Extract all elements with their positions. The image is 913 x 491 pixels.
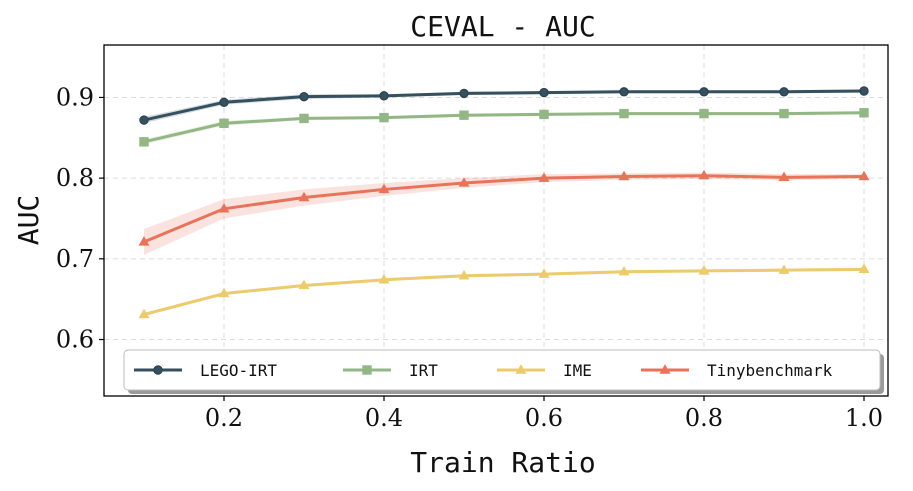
ime-point bbox=[298, 279, 310, 290]
ime-point bbox=[458, 269, 470, 280]
irt-point bbox=[219, 118, 229, 128]
x-tick-label: 0.4 bbox=[365, 404, 403, 432]
legend: LEGO-IRT IRT IME Tinybenchmark bbox=[123, 349, 884, 394]
ime-point bbox=[218, 287, 230, 298]
tinybenchmark-legend-label: Tinybenchmark bbox=[707, 361, 833, 380]
tinybenchmark-point bbox=[378, 183, 390, 194]
tinybenchmark-point bbox=[778, 171, 790, 182]
tinybenchmark-point bbox=[618, 170, 630, 181]
irt-point bbox=[539, 109, 549, 120]
irt-point bbox=[699, 108, 709, 119]
axis-ticks: 0.2 0.4 0.6 0.8 1.0 0.6 0.7 0.8 0.9 bbox=[56, 83, 883, 432]
lego-irt-point bbox=[699, 87, 709, 97]
plot-frame bbox=[103, 44, 889, 397]
irt-point bbox=[619, 108, 629, 119]
tinybenchmark-point bbox=[698, 169, 710, 180]
irt-point bbox=[139, 137, 149, 147]
lego-irt-point bbox=[619, 87, 629, 97]
tinybenchmark-legend-marker bbox=[659, 364, 671, 374]
y-tick-label: 0.7 bbox=[56, 245, 94, 273]
ime-point bbox=[138, 308, 150, 319]
irt-point bbox=[779, 108, 789, 119]
tinybenchmark-band bbox=[144, 172, 864, 255]
irt-legend-label: IRT bbox=[409, 361, 438, 380]
lego-irt-point bbox=[459, 88, 469, 99]
series-lines bbox=[142, 89, 866, 317]
y-tick-label: 0.8 bbox=[56, 164, 94, 192]
x-tick-label: 1.0 bbox=[845, 404, 883, 432]
ime-point bbox=[778, 264, 790, 274]
irt-line bbox=[142, 111, 866, 144]
tinybenchmark-point bbox=[138, 236, 150, 246]
irt-point bbox=[859, 108, 869, 118]
lego-irt-point bbox=[299, 91, 309, 102]
lego-irt-line bbox=[142, 89, 866, 122]
ime-point bbox=[858, 263, 870, 274]
y-axis-label: AUC bbox=[12, 195, 45, 246]
series-markers bbox=[138, 86, 870, 319]
irt-legend-marker bbox=[362, 365, 372, 375]
irt-point bbox=[379, 112, 389, 123]
x-tick-label: 0.2 bbox=[205, 404, 243, 432]
x-tick-label: 0.6 bbox=[525, 404, 563, 432]
ime-line bbox=[142, 267, 866, 317]
ime-point bbox=[618, 265, 630, 276]
lego-irt-legend-marker bbox=[153, 365, 163, 375]
ime-point bbox=[538, 268, 550, 278]
tinybenchmark-point bbox=[538, 172, 550, 182]
tinybenchmark-line bbox=[142, 174, 866, 244]
irt-point bbox=[459, 110, 469, 120]
lego-irt-point bbox=[379, 91, 389, 101]
lego-irt-point bbox=[859, 86, 869, 96]
y-tick-label: 0.9 bbox=[56, 83, 94, 111]
tinybenchmark-point bbox=[858, 170, 870, 181]
lego-irt-point bbox=[219, 97, 229, 107]
lego-irt-point bbox=[779, 87, 789, 97]
ime-point bbox=[378, 274, 390, 284]
ime-point bbox=[698, 265, 710, 275]
tinybenchmark-point bbox=[458, 177, 470, 187]
y-tick-label: 0.6 bbox=[56, 326, 94, 354]
x-tick-label: 0.8 bbox=[685, 404, 723, 432]
ime-legend-label: IME bbox=[563, 361, 592, 380]
lego-irt-legend-label: LEGO-IRT bbox=[200, 361, 277, 380]
chart-title: CEVAL - AUC bbox=[410, 10, 595, 43]
x-axis-label: Train Ratio bbox=[410, 446, 595, 479]
tinybenchmark-point bbox=[218, 203, 230, 213]
ime-legend-marker bbox=[515, 364, 527, 374]
irt-point bbox=[299, 113, 309, 124]
confidence-bands bbox=[144, 89, 864, 317]
tinybenchmark-point bbox=[298, 191, 310, 202]
grid-layer bbox=[104, 45, 888, 396]
lego-irt-point bbox=[539, 87, 549, 98]
lego-irt-point bbox=[139, 115, 149, 125]
